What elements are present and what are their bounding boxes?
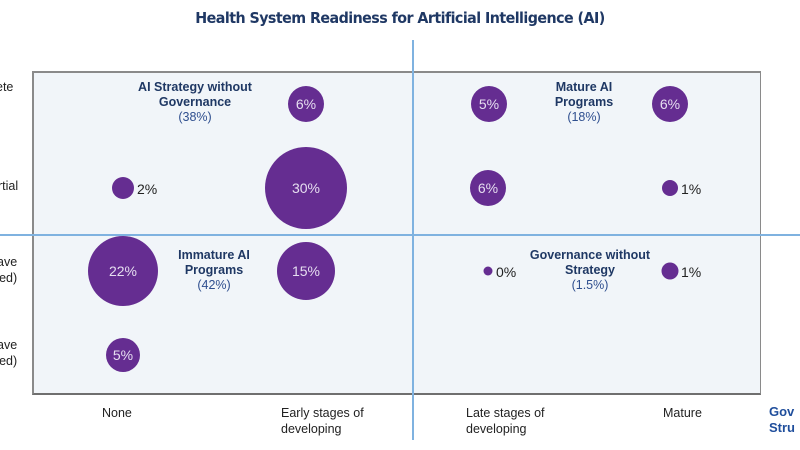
quadrant-label-governance-without-strategy: Governance without Strategy (1.5%) (529, 248, 651, 292)
bubble-label-partial-none: 2% (137, 181, 158, 197)
bubble-complete-mature: 6% (652, 86, 688, 122)
bubble-partial-late: 6% (470, 170, 506, 206)
chart-title: Health System Readiness for Artificial I… (195, 9, 605, 27)
x-axis-title: Gov Stru (769, 404, 795, 435)
quadrant-label-strategy-without-governance: AI Strategy without Governance (38%) (138, 80, 252, 124)
bubble-label-partial-mature: 1% (681, 181, 702, 197)
x-label-early: Early stages of developing (281, 406, 364, 436)
x-label-mature: Mature (663, 406, 702, 420)
bubble-row4-none: 5% (106, 338, 140, 372)
vertical-divider (412, 40, 414, 440)
bubble-label-row3-late: 0% (496, 264, 517, 280)
quadrant-label-mature-programs: Mature AI Programs (18%) (554, 80, 614, 124)
bubble-complete-early: 6% (288, 86, 324, 122)
bubble-partial-early: 30% (265, 147, 347, 229)
horizontal-divider (0, 234, 800, 236)
bubble-complete-late: 5% (471, 86, 507, 122)
x-label-late: Late stages of developing (466, 406, 545, 436)
bubble-row3-none: 22% (88, 236, 158, 306)
x-label-none: None (102, 406, 132, 420)
bubble-row3-early: 15% (277, 242, 335, 300)
bubble-partial-mature (662, 180, 678, 196)
quadrant-label-immature-programs: Immature AI Programs (42%) (178, 248, 250, 292)
bubble-row3-late (483, 266, 493, 276)
plot-area (32, 71, 761, 395)
bubble-partial-none (112, 177, 134, 199)
bubble-row3-mature (661, 262, 679, 280)
bubble-label-row3-mature: 1% (681, 264, 702, 280)
